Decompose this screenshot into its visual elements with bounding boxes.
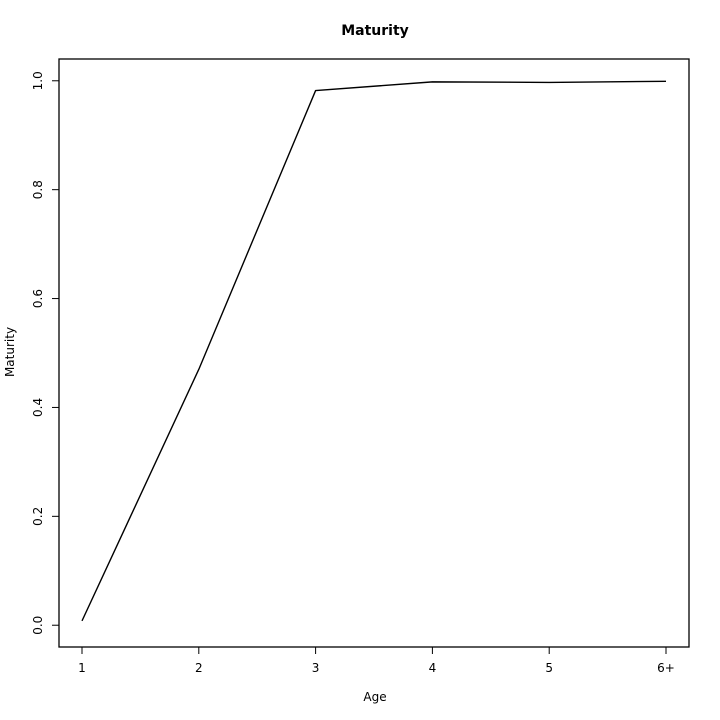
plot-frame — [58, 58, 690, 648]
x-tick-label: 6+ — [657, 661, 675, 675]
y-tick-label: 0.8 — [31, 180, 45, 199]
y-tick-label: 0.0 — [31, 616, 45, 635]
series-line — [81, 80, 667, 622]
x-tick-label: 1 — [78, 661, 86, 675]
x-axis: 1 2 3 4 5 6+ — [78, 646, 675, 675]
y-tick-label: 0.6 — [31, 289, 45, 308]
x-tick-label: 3 — [312, 661, 320, 675]
x-tick-label: 2 — [195, 661, 203, 675]
x-axis-label: Age — [363, 690, 386, 704]
y-tick-label: 1.0 — [31, 71, 45, 90]
x-tick-label: 4 — [429, 661, 437, 675]
y-axis-label: Maturity — [3, 327, 17, 377]
y-tick-label: 0.2 — [31, 507, 45, 526]
y-axis: 0.0 0.2 0.4 0.6 0.8 1.0 — [31, 71, 60, 635]
chart-title: Maturity — [341, 23, 409, 39]
y-tick-label: 0.4 — [31, 398, 45, 417]
x-tick-label: 5 — [545, 661, 553, 675]
series-layer — [81, 80, 667, 622]
